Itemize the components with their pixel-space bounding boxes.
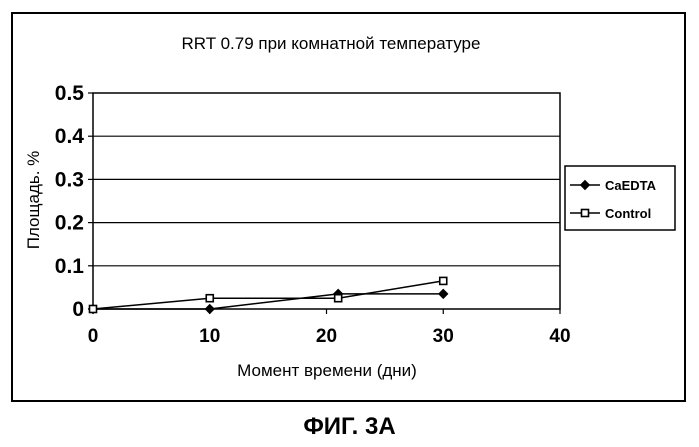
data-point-caedta	[205, 305, 214, 314]
y-tick-labels: 0 0.1 0.2 0.3 0.4 0.5	[55, 82, 85, 321]
data-point-control	[206, 295, 213, 302]
x-tick-label: 20	[316, 326, 337, 347]
chart-title: RRT 0.79 при комнатной температуре	[182, 34, 481, 53]
series	[89, 277, 448, 313]
data-point-control	[90, 306, 97, 313]
legend-marker	[582, 210, 589, 217]
x-tick-label: 10	[199, 326, 220, 347]
legend-label: Control	[605, 206, 651, 221]
y-tick-label: 0.4	[55, 125, 85, 148]
y-tick-label: 0	[72, 298, 84, 321]
series-line-control	[93, 281, 443, 309]
plot-area	[93, 93, 560, 309]
y-tick-label: 0.5	[55, 82, 85, 105]
axes	[88, 93, 560, 314]
data-point-control	[440, 277, 447, 284]
legend-label: CaEDTA	[605, 178, 657, 193]
data-point-control	[335, 295, 342, 302]
data-point-caedta	[439, 289, 448, 298]
y-tick-label: 0.1	[55, 255, 85, 278]
series-caedta	[89, 289, 448, 313]
y-axis-label: Площадь. %	[24, 151, 43, 250]
gridlines	[93, 136, 560, 266]
series-line-caedta	[93, 294, 443, 309]
y-tick-label: 0.2	[55, 212, 84, 235]
x-tick-label: 0	[88, 326, 99, 347]
x-tick-label: 40	[549, 326, 570, 347]
x-tick-label: 30	[433, 326, 454, 347]
x-tick-labels: 0 10 20 30 40	[88, 326, 571, 347]
series-control	[90, 277, 447, 312]
x-axis-label: Момент времени (дни)	[237, 361, 417, 380]
figure-caption: ФИГ. 3А	[0, 413, 699, 441]
y-tick-label: 0.3	[55, 168, 84, 191]
